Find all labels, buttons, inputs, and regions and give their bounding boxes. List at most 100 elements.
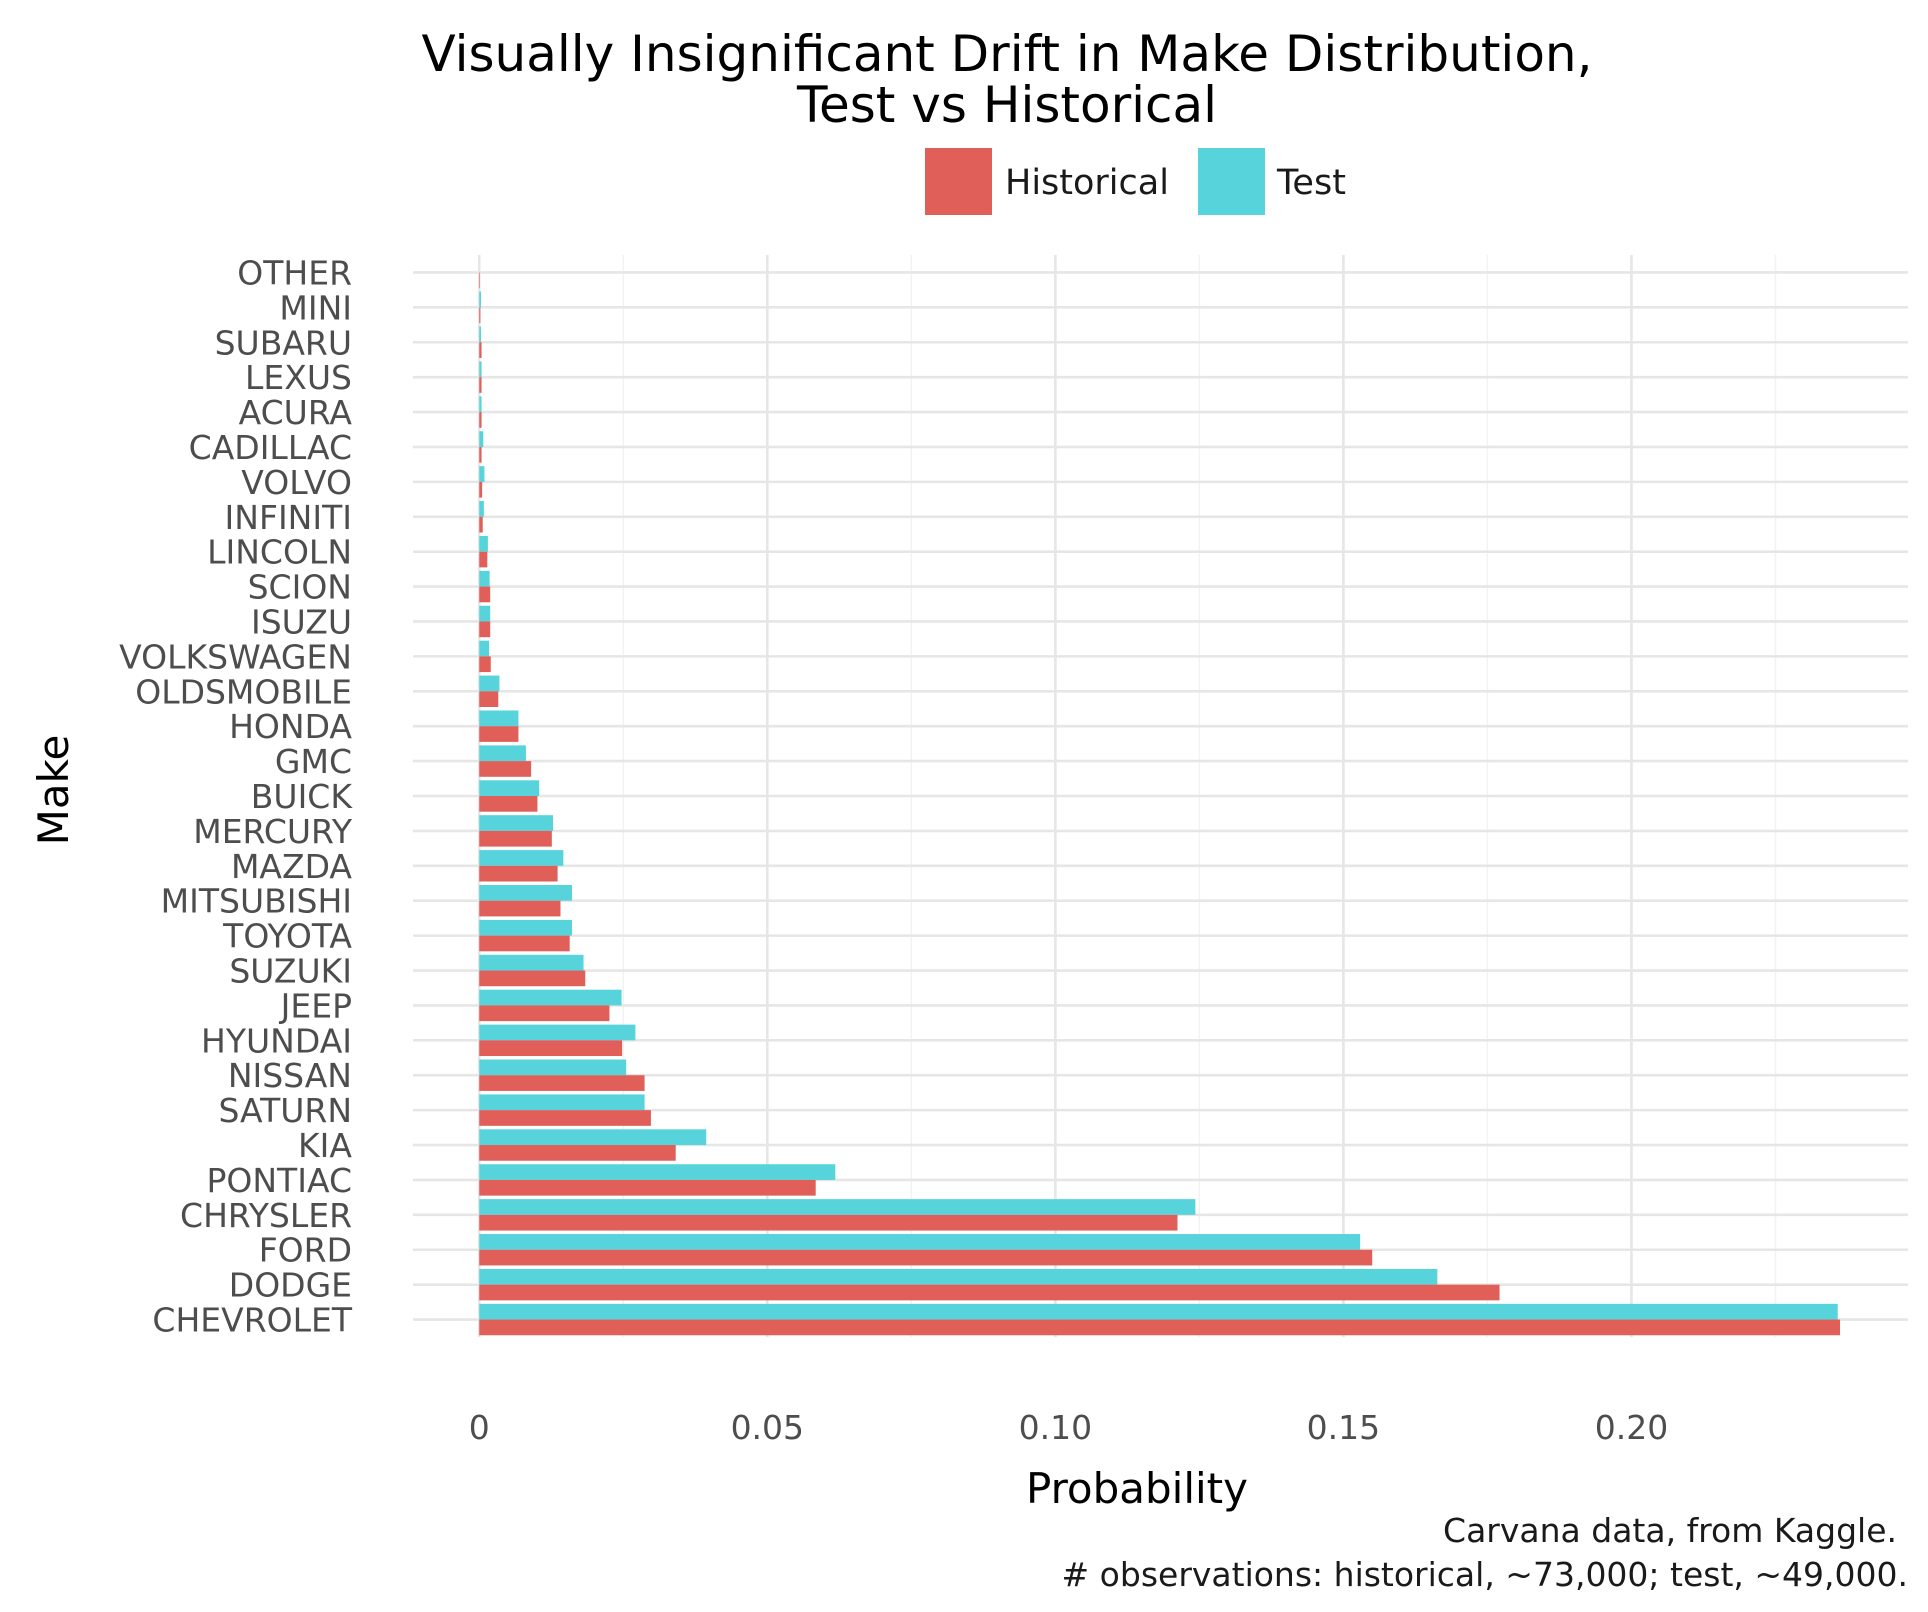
bar-historical [479, 1005, 610, 1022]
y-tick-label: INFINITI [225, 498, 352, 537]
bar-historical [479, 865, 558, 882]
x-tick-label: 0.15 [1307, 1408, 1380, 1447]
bar-test [479, 1268, 1438, 1285]
bar-historical [479, 1284, 1500, 1301]
bar-historical [479, 1249, 1373, 1266]
bar-test [479, 361, 482, 378]
bar-historical [479, 900, 561, 917]
y-tick-label: BUICK [251, 777, 354, 816]
bar-historical [479, 691, 499, 707]
bar-test [479, 745, 526, 762]
y-tick-label: DODGE [229, 1266, 352, 1305]
bar-test [479, 535, 488, 552]
y-tick-label: MITSUBISHI [161, 882, 352, 921]
bar-historical [479, 830, 552, 847]
bar-test [479, 780, 540, 796]
caption-line-1: Carvana data, from Kaggle. [1443, 1511, 1897, 1550]
bar-historical [479, 796, 538, 812]
bar-test [479, 815, 553, 831]
bar-test [479, 466, 485, 482]
bar-historical [479, 1110, 651, 1126]
bar-test [479, 954, 584, 971]
bar-test [479, 1164, 836, 1180]
bar-test [479, 675, 500, 692]
bar-test [479, 1059, 627, 1076]
bar-historical [479, 1145, 676, 1161]
bar-test [479, 1199, 1196, 1215]
bar-historical [479, 342, 482, 358]
bar-test [479, 885, 573, 901]
bar-historical [479, 761, 532, 777]
bar-test [479, 1234, 1361, 1250]
bar-test [479, 1024, 636, 1041]
y-tick-label: CHRYSLER [180, 1196, 352, 1235]
y-tick-label: MAZDA [231, 847, 352, 886]
x-tick-labels: 0 0.05 0.10 0.15 0.20 [469, 1408, 1668, 1447]
bar-test [479, 605, 491, 622]
bar-test [479, 1129, 707, 1146]
y-tick-label: FORD [259, 1231, 352, 1270]
chart-title-line-1: Visually Insignificant Drift in Make Dis… [422, 25, 1593, 83]
y-tick-label: MERCURY [193, 812, 353, 851]
y-tick-label: LINCOLN [207, 533, 352, 572]
y-tick-label: MINI [279, 288, 352, 327]
y-tick-label: GMC [275, 742, 352, 781]
bar-historical [479, 1319, 1841, 1336]
y-tick-label: NISSAN [228, 1056, 352, 1095]
x-tick-label: 0.10 [1019, 1408, 1092, 1447]
y-tick-labels: OTHERMINISUBARULEXUSACURACADILLACVOLVOIN… [119, 253, 353, 1339]
caption-line-2: # observations: historical, ~73,000; tes… [1062, 1555, 1908, 1594]
bar-historical [479, 377, 482, 393]
chart-title-line-2: Test vs Historical [796, 76, 1217, 134]
bar-historical [479, 1179, 816, 1196]
bar-test [479, 850, 564, 866]
y-tick-label: ACURA [239, 393, 353, 432]
bar-historical [479, 656, 491, 673]
y-tick-label: ISUZU [251, 602, 352, 641]
bar-historical [479, 516, 483, 533]
bar-historical [479, 935, 570, 952]
bar-test [479, 640, 490, 657]
y-tick-label: VOLKSWAGEN [119, 637, 352, 676]
y-tick-label: CHEVROLET [152, 1301, 352, 1340]
bar-test [479, 396, 482, 413]
y-tick-label: TOYOTA [222, 917, 352, 956]
x-tick-label: 0.05 [731, 1408, 804, 1447]
bar-historical [479, 1040, 623, 1057]
y-tick-label: PONTIAC [207, 1161, 353, 1200]
y-axis-title: Make [29, 735, 78, 846]
y-tick-label: HONDA [229, 707, 352, 746]
bar-historical [479, 1075, 645, 1091]
bar-historical [479, 726, 519, 742]
bar-historical [479, 307, 481, 324]
legend-key-test [1198, 148, 1265, 215]
bar-test [479, 710, 519, 727]
bar-test [479, 501, 484, 517]
bar-test [479, 291, 481, 308]
bar-historical [479, 586, 491, 603]
y-tick-label: HYUNDAI [201, 1021, 352, 1060]
bar-historical [479, 1214, 1178, 1231]
y-tick-label: VOLVO [241, 463, 352, 502]
bar-test [479, 919, 573, 936]
y-tick-label: SCION [248, 568, 352, 607]
bar-historical [479, 272, 480, 289]
bar-test [479, 570, 490, 587]
x-tick-label: 0.20 [1595, 1408, 1668, 1447]
bar-test [479, 1303, 1838, 1320]
y-tick-label: SATURN [219, 1091, 353, 1130]
x-axis-title: Probability [1026, 1464, 1248, 1513]
y-tick-label: SUBARU [215, 323, 352, 362]
legend-key-historical [925, 148, 992, 215]
bar-historical [479, 446, 482, 463]
y-tick-label: KIA [298, 1126, 352, 1165]
bar-historical [479, 551, 488, 568]
bar-historical [479, 481, 483, 498]
y-tick-label: JEEP [279, 986, 352, 1025]
bar-test [479, 326, 481, 343]
y-tick-label: OTHER [237, 253, 352, 292]
bar-historical [479, 970, 586, 987]
y-tick-label: SUZUKI [229, 952, 352, 991]
y-tick-label: OLDSMOBILE [135, 672, 352, 711]
